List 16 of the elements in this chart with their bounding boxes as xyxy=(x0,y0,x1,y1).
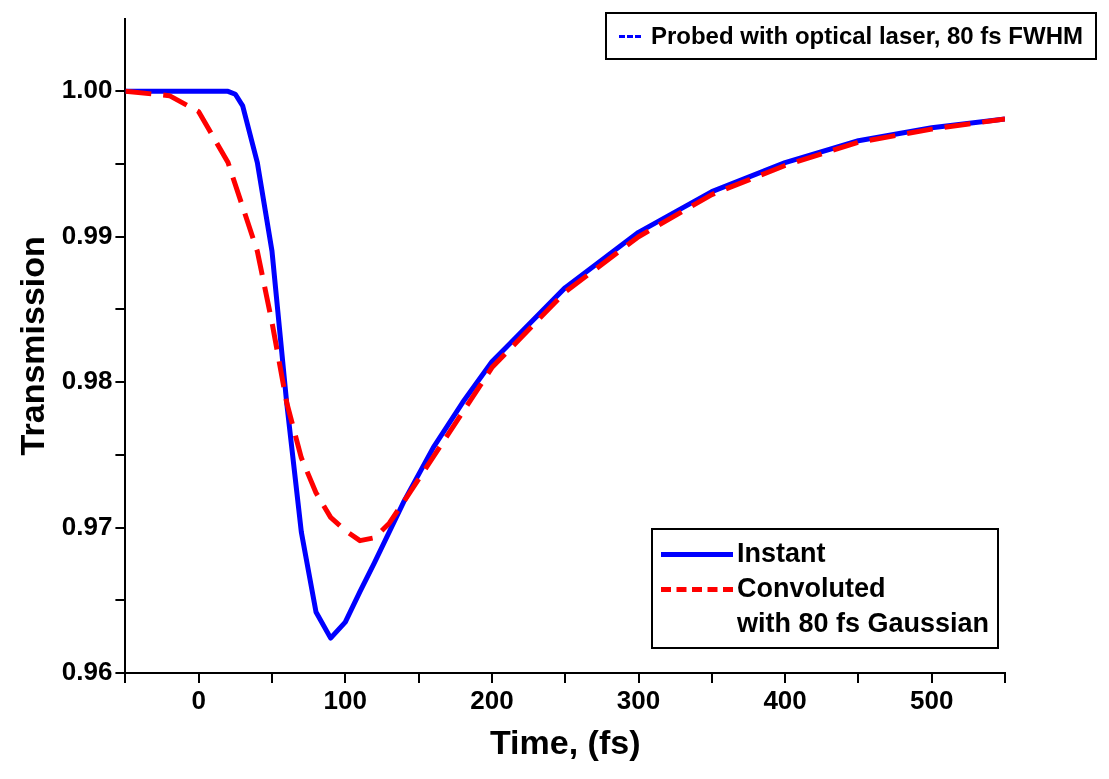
y-tick-label: 0.99 xyxy=(61,219,113,250)
x-tick-label: 0 xyxy=(191,684,206,715)
x-tick-label: 200 xyxy=(470,684,514,715)
x-tick-label: 400 xyxy=(763,684,807,715)
y-axis-title: Transmission xyxy=(12,236,51,456)
x-tick-label: 500 xyxy=(910,684,954,715)
y-tick-label: 1.00 xyxy=(61,74,113,105)
legend-label: Instant xyxy=(736,536,826,570)
annotation: Probed with optical laser, 80 fs FWHM xyxy=(650,22,1083,50)
legend-label: Convoluted with 80 fs Gaussian xyxy=(736,571,989,640)
y-tick-label: 0.96 xyxy=(61,656,113,687)
x-tick-label: 300 xyxy=(616,684,661,715)
x-axis-title: Time, (fs) xyxy=(489,722,641,761)
x-tick-label: 100 xyxy=(323,684,367,715)
y-tick-label: 0.97 xyxy=(61,510,113,541)
y-tick-label: 0.98 xyxy=(61,365,113,396)
